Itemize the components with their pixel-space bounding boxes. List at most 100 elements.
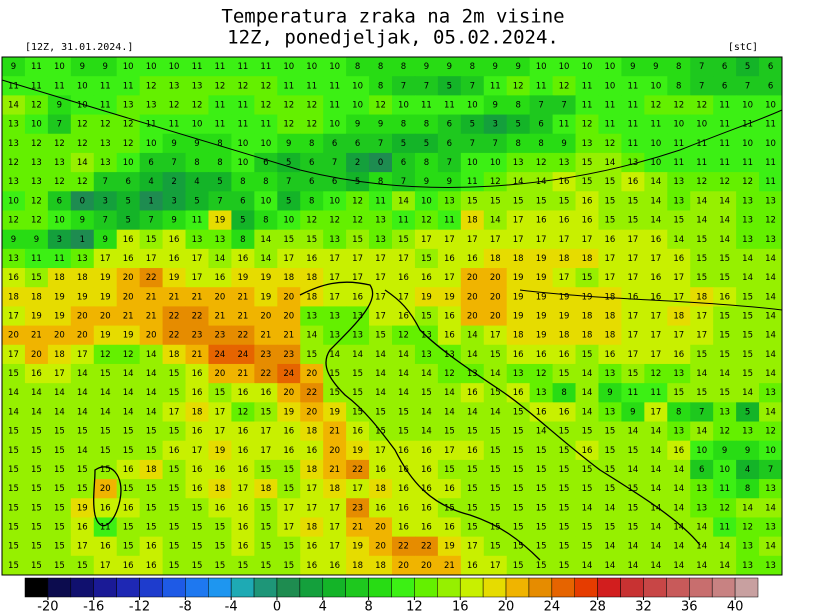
field-cell (437, 287, 462, 307)
field-cell (644, 95, 668, 116)
grid-value: 10 (605, 62, 616, 72)
grid-value: 11 (765, 177, 776, 187)
field-cell (2, 306, 26, 327)
grid-value: 15 (260, 503, 271, 513)
grid-value: 23 (352, 503, 363, 513)
field-cell (529, 517, 554, 538)
field-cell (460, 402, 485, 423)
field-cell (437, 536, 462, 557)
grid-value: 15 (215, 542, 226, 552)
field-cell (759, 363, 783, 384)
field-cell (414, 498, 439, 518)
field-cell (575, 114, 599, 135)
field-cell (690, 555, 714, 576)
grid-value: 12 (536, 369, 547, 379)
field-cell (369, 555, 393, 576)
grid-value: 12 (765, 216, 776, 226)
grid-value: 10 (283, 216, 294, 226)
field-cell (346, 421, 370, 442)
grid-value: 15 (306, 235, 317, 245)
grid-value: 17 (513, 216, 524, 226)
grid-value: 12 (765, 427, 776, 437)
field-cell (392, 555, 416, 576)
field-cell (736, 383, 760, 403)
field-cell (162, 383, 187, 403)
field-cell (575, 152, 599, 173)
grid-value: 14 (765, 542, 776, 552)
grid-value: 15 (673, 388, 684, 398)
grid-value: 15 (536, 523, 547, 533)
field-cell (667, 268, 691, 288)
grid-value: 18 (329, 484, 340, 494)
grid-value: 15 (559, 484, 570, 494)
field-cell (598, 383, 622, 403)
field-cell (346, 229, 370, 250)
grid-value: 13 (31, 158, 42, 168)
field-cell (437, 172, 462, 192)
grid-value: 16 (352, 292, 363, 302)
field-cell (437, 325, 462, 346)
field-cell (667, 325, 691, 346)
field-cell (759, 517, 783, 538)
grid-value: 13 (719, 407, 730, 417)
field-cell (506, 287, 531, 307)
grid-value: 5 (194, 196, 199, 206)
field-cell (644, 114, 668, 135)
grid-value: 12 (77, 139, 88, 149)
grid-value: 15 (77, 561, 88, 571)
grid-value: 12 (283, 120, 294, 130)
grid-value: 11 (719, 139, 730, 149)
field-cell (392, 210, 416, 231)
grid-value: 17 (627, 331, 638, 341)
field-cell (575, 479, 599, 499)
grid-value: 15 (467, 523, 478, 533)
grid-value: 18 (54, 350, 65, 360)
grid-value: 15 (192, 561, 203, 571)
colorbar-label: -20 (37, 600, 58, 615)
field-cell (277, 172, 301, 192)
field-cell (598, 498, 622, 518)
grid-value: 17 (100, 254, 111, 264)
grid-value: 15 (536, 542, 547, 552)
field-cell (254, 517, 278, 538)
grid-value: 14 (100, 407, 111, 417)
grid-value: 9 (630, 62, 635, 72)
grid-value: 13 (673, 369, 684, 379)
field-cell (736, 191, 760, 211)
grid-value: 20 (123, 273, 134, 283)
grid-value: 12 (719, 177, 730, 187)
field-cell (47, 325, 72, 346)
field-cell (621, 229, 645, 250)
field-cell (736, 248, 760, 269)
field-cell (208, 191, 232, 211)
field-cell (392, 114, 416, 135)
grid-value: 19 (215, 446, 226, 456)
field-cell (254, 114, 278, 135)
grid-value: 15 (490, 427, 501, 437)
grid-value: 15 (605, 427, 616, 437)
colorbar-swatch (437, 577, 461, 598)
field-cell (346, 152, 370, 173)
grid-value: 10 (398, 100, 409, 110)
field-cell (437, 459, 462, 480)
field-cell (185, 517, 209, 538)
grid-value: 16 (100, 542, 111, 552)
grid-value: 10 (54, 62, 65, 72)
field-cell (369, 536, 393, 557)
field-cell (392, 383, 416, 403)
field-cell (162, 248, 187, 269)
field-cell (392, 421, 416, 442)
field-cell (460, 325, 485, 346)
field-cell (759, 268, 783, 288)
grid-value: 20 (306, 407, 317, 417)
grid-value: 17 (513, 235, 524, 245)
field-cell (24, 325, 49, 346)
grid-value: 16 (536, 216, 547, 226)
grid-value: 23 (192, 331, 203, 341)
grid-value: 16 (650, 273, 661, 283)
grid-value: 11 (31, 254, 42, 264)
field-cell (70, 459, 95, 480)
field-cell (667, 344, 691, 365)
grid-value: 13 (467, 369, 478, 379)
field-cell (323, 479, 347, 499)
